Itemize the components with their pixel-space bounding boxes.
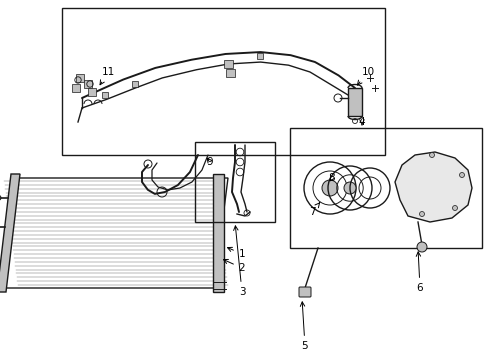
Bar xyxy=(132,81,138,87)
Bar xyxy=(102,92,108,98)
Text: 1: 1 xyxy=(227,247,245,259)
Bar xyxy=(84,80,92,88)
Circle shape xyxy=(452,206,458,211)
Bar xyxy=(72,84,80,92)
Text: 6: 6 xyxy=(416,252,423,293)
Bar xyxy=(224,60,233,68)
Bar xyxy=(348,88,362,116)
FancyBboxPatch shape xyxy=(299,287,311,297)
Text: 11: 11 xyxy=(100,67,115,85)
Polygon shape xyxy=(395,152,472,222)
Bar xyxy=(257,53,263,59)
Polygon shape xyxy=(213,174,224,292)
Circle shape xyxy=(419,211,424,216)
Polygon shape xyxy=(0,174,20,292)
Text: 4: 4 xyxy=(359,117,366,127)
Circle shape xyxy=(430,153,435,158)
Bar xyxy=(226,69,235,77)
Circle shape xyxy=(344,182,356,194)
Text: 9: 9 xyxy=(207,157,213,167)
Text: 10: 10 xyxy=(357,67,374,85)
Circle shape xyxy=(322,180,338,196)
Bar xyxy=(76,74,84,82)
Bar xyxy=(88,88,96,96)
Bar xyxy=(62,8,385,155)
Text: 2: 2 xyxy=(223,260,245,273)
Text: 3: 3 xyxy=(234,226,245,297)
Bar xyxy=(195,142,275,222)
Text: 7: 7 xyxy=(309,203,320,217)
Circle shape xyxy=(460,172,465,177)
Text: 8: 8 xyxy=(329,173,335,183)
Bar xyxy=(290,128,482,248)
Circle shape xyxy=(417,242,427,252)
Text: 5: 5 xyxy=(300,302,308,351)
